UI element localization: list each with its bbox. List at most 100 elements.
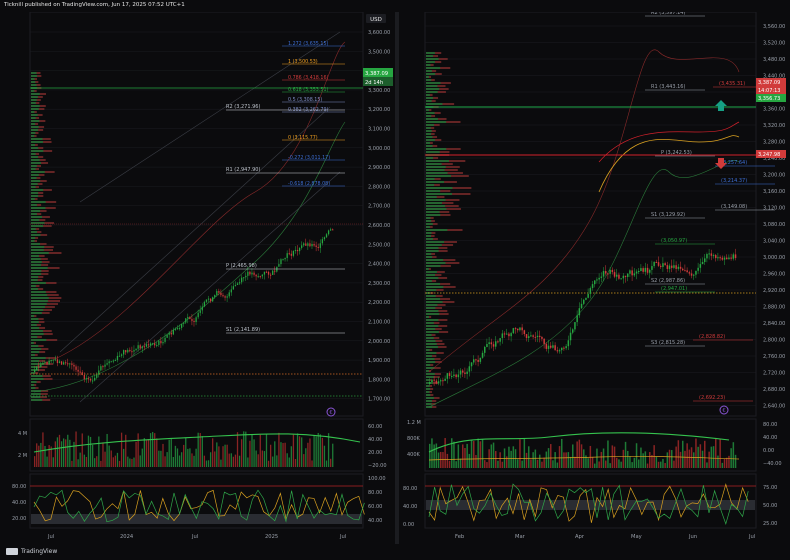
candle xyxy=(620,278,622,280)
candle xyxy=(701,261,704,265)
candle xyxy=(598,277,600,280)
volume-tick: 800K xyxy=(407,436,421,442)
volume-bar xyxy=(726,457,728,468)
candle xyxy=(282,259,284,261)
volume-bar xyxy=(125,434,127,467)
volume-bar xyxy=(40,442,42,467)
price-tick: 3,240.00 xyxy=(763,156,785,162)
price-tick: 2,720.00 xyxy=(763,371,785,377)
tradingview-logo[interactable]: TradingView xyxy=(6,548,57,555)
volume-bar xyxy=(569,456,572,468)
volume-bar xyxy=(732,442,735,468)
candle xyxy=(224,296,226,298)
volume-bar xyxy=(572,444,574,468)
volume-bar xyxy=(147,439,150,467)
volume-bar xyxy=(638,459,640,468)
candle xyxy=(67,363,69,365)
volume-bar xyxy=(280,442,282,467)
volume-bar xyxy=(137,433,139,467)
candle xyxy=(642,268,644,272)
level-label: (3,050.97) xyxy=(661,238,687,244)
volume-bar xyxy=(671,450,673,468)
price-tick: 3,080.00 xyxy=(763,222,785,228)
candle xyxy=(50,360,52,362)
left-chart-canvas[interactable]: 1.272 (3,635.15) 1 (3,500.53) 0.786 (3,418… xyxy=(0,11,395,544)
candle xyxy=(536,335,539,338)
candle xyxy=(203,301,206,307)
down-arrow-icon xyxy=(715,158,727,169)
candle xyxy=(259,276,261,278)
candle xyxy=(501,333,504,339)
volume-bar xyxy=(649,452,651,468)
price-tick: 2,760.00 xyxy=(763,354,785,360)
volume-bar xyxy=(710,446,713,468)
volume-bar xyxy=(267,460,270,467)
volume-bar xyxy=(183,444,185,467)
volume-bar xyxy=(620,461,622,468)
volume-bar xyxy=(98,436,100,467)
panel-divider[interactable] xyxy=(395,12,399,544)
candle xyxy=(525,334,528,339)
left-price-pane[interactable] xyxy=(29,11,364,417)
event-icon-right[interactable] xyxy=(719,405,729,415)
volume-bar xyxy=(596,448,598,468)
time-tick: Jul xyxy=(748,534,755,540)
volume-bar xyxy=(253,439,255,467)
candle xyxy=(499,338,501,342)
candle xyxy=(605,271,607,274)
level-label: (3,149.08) xyxy=(721,204,747,210)
candle xyxy=(52,359,54,361)
candle xyxy=(220,292,222,296)
volume-bar xyxy=(286,453,288,467)
candle xyxy=(286,253,288,258)
candle xyxy=(569,332,572,341)
volume-bar xyxy=(591,456,594,468)
candle xyxy=(191,319,193,321)
volume-bar xyxy=(274,441,276,467)
price-tick: 2,960.00 xyxy=(763,272,785,278)
candle xyxy=(288,253,290,255)
candle xyxy=(712,255,715,257)
candle xyxy=(137,345,139,349)
volume-bar xyxy=(118,460,121,467)
currency-label: USD xyxy=(370,17,382,23)
right-price-pane[interactable] xyxy=(424,11,757,417)
price-tick: 3,360.00 xyxy=(763,107,785,113)
candle xyxy=(94,377,96,381)
volume-bar xyxy=(699,444,702,468)
volume-bar xyxy=(284,442,286,467)
candle xyxy=(563,347,565,349)
right-chart-canvas[interactable]: R2 (3,597.14) R1 (3,443.16) (3,435.31) P (3… xyxy=(399,10,790,544)
candle xyxy=(611,269,614,273)
candle xyxy=(168,332,170,335)
volume-bar xyxy=(552,460,554,468)
candle xyxy=(730,257,732,259)
candle xyxy=(655,262,658,264)
event-icon[interactable] xyxy=(326,407,336,417)
oscillator-axis-tick: 50.00 xyxy=(763,503,777,509)
candle xyxy=(534,336,537,338)
volume-bar xyxy=(259,434,261,467)
right-chart-panel[interactable]: R2 (3,597.14) R1 (3,443.16) (3,435.31) P (3… xyxy=(399,10,790,544)
volume-bar xyxy=(561,438,563,468)
time-tick: Apr xyxy=(575,534,585,540)
left-chart-panel[interactable]: 1.272 (3,635.15) 1 (3,500.53) 0.786 (3,418… xyxy=(0,11,395,544)
volume-bar xyxy=(651,455,653,468)
volume-bar xyxy=(319,434,321,467)
fib-level-label: 0.5 (3,308.15) xyxy=(288,97,322,103)
candle xyxy=(677,266,680,269)
candle xyxy=(734,254,737,259)
volume-bar xyxy=(100,460,102,467)
volume-bar xyxy=(583,449,585,468)
volume-bar xyxy=(269,444,272,467)
candle xyxy=(183,322,185,324)
candle xyxy=(125,350,127,353)
volume-bar xyxy=(468,453,471,468)
candle xyxy=(317,246,319,248)
candle xyxy=(123,350,125,355)
price-tick: 1,800.00 xyxy=(368,377,390,383)
volume-bar xyxy=(56,437,59,467)
candle xyxy=(106,363,108,365)
volume-bar xyxy=(437,452,440,468)
candle xyxy=(296,249,299,252)
